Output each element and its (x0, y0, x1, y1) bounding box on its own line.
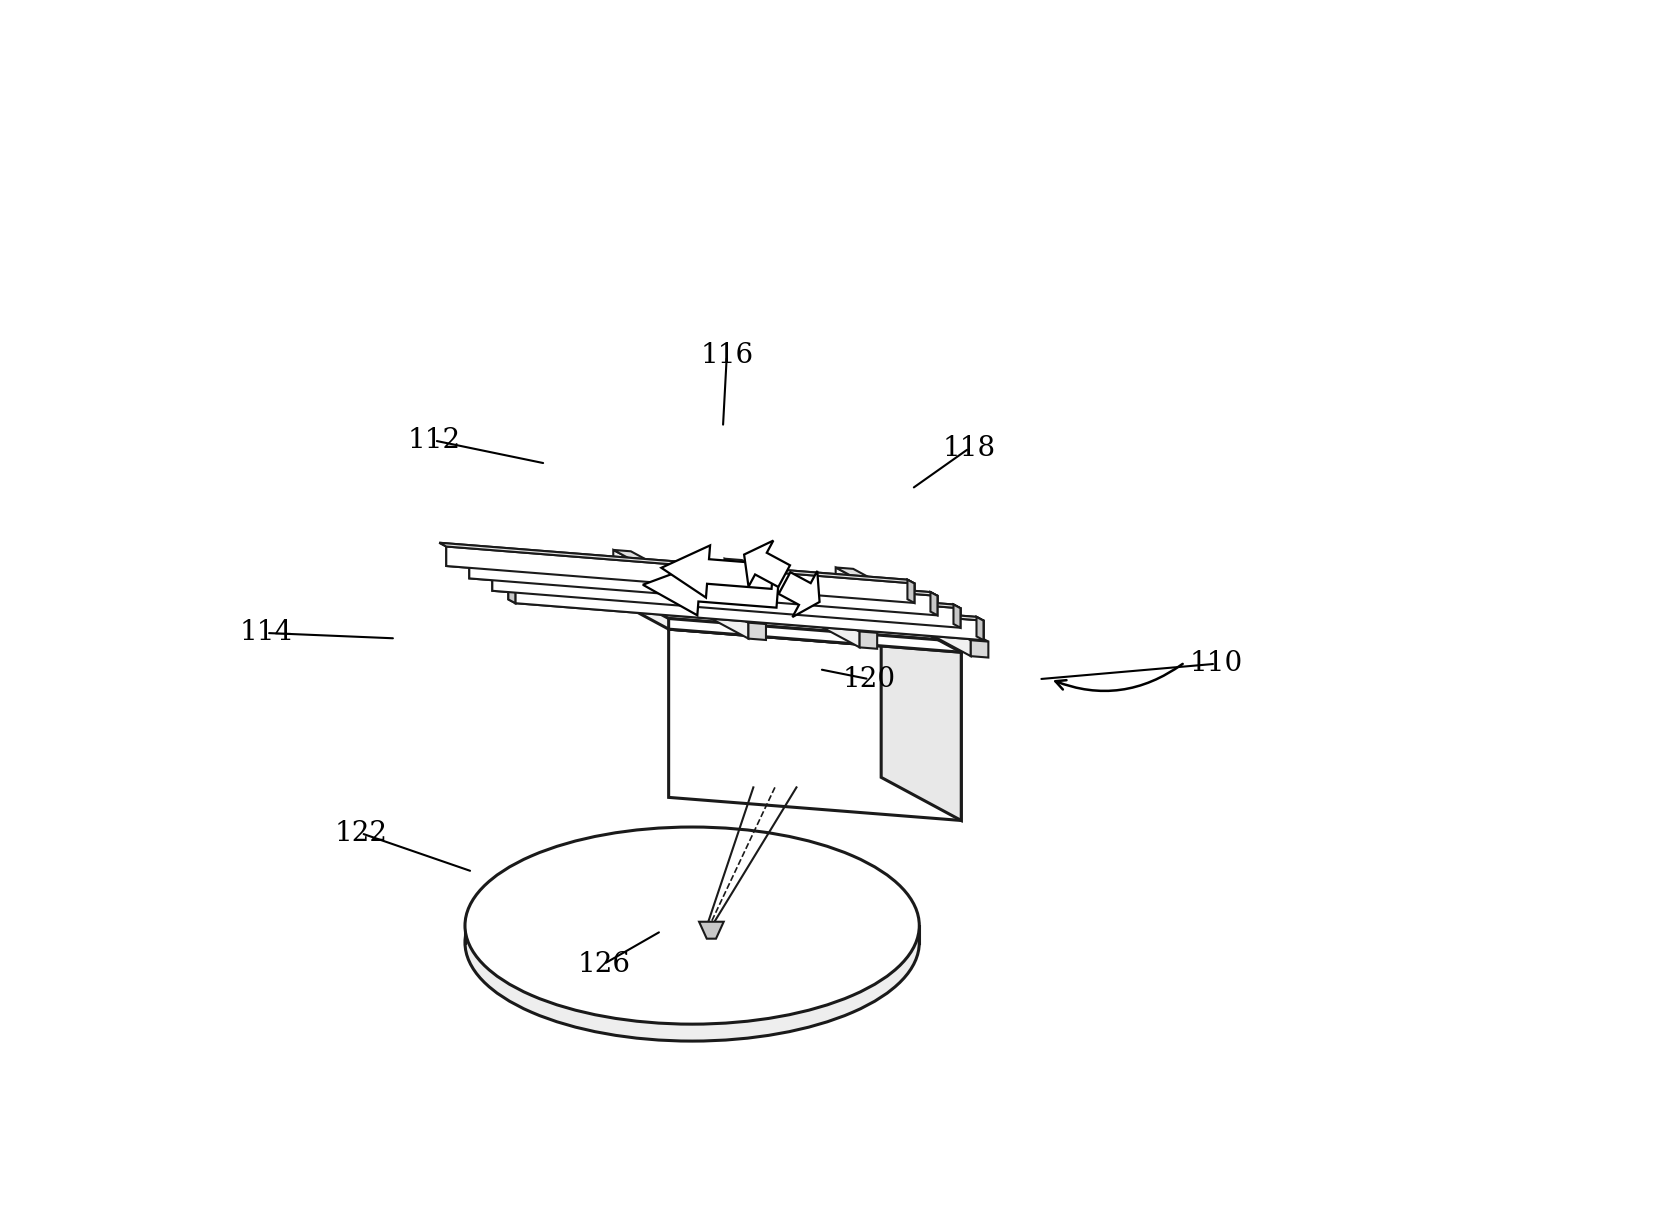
Polygon shape (668, 618, 961, 652)
Polygon shape (508, 580, 984, 620)
Polygon shape (976, 617, 984, 640)
Polygon shape (882, 609, 961, 820)
Polygon shape (882, 598, 961, 652)
Polygon shape (516, 584, 984, 640)
Ellipse shape (465, 843, 920, 1041)
Polygon shape (662, 546, 774, 597)
Polygon shape (748, 623, 766, 640)
Ellipse shape (465, 828, 920, 1024)
Text: 112: 112 (407, 427, 461, 454)
Polygon shape (470, 559, 938, 615)
Polygon shape (953, 604, 961, 628)
Polygon shape (461, 555, 938, 596)
Text: 122: 122 (334, 820, 387, 847)
Polygon shape (971, 640, 989, 657)
Polygon shape (493, 571, 961, 628)
Polygon shape (976, 617, 984, 640)
Polygon shape (908, 580, 915, 603)
Polygon shape (470, 559, 938, 615)
Polygon shape (485, 568, 961, 608)
Text: 116: 116 (700, 342, 753, 369)
Polygon shape (440, 543, 915, 584)
Text: 110: 110 (1189, 650, 1242, 677)
Polygon shape (724, 559, 877, 633)
Polygon shape (447, 547, 915, 603)
Polygon shape (953, 604, 961, 628)
Polygon shape (931, 592, 938, 615)
Polygon shape (724, 559, 860, 647)
Polygon shape (493, 571, 961, 628)
Polygon shape (461, 555, 938, 596)
Polygon shape (508, 580, 516, 603)
Polygon shape (508, 580, 984, 620)
Polygon shape (860, 631, 877, 649)
Polygon shape (931, 592, 938, 615)
Text: 126: 126 (577, 950, 630, 977)
Polygon shape (779, 571, 820, 617)
Polygon shape (744, 541, 791, 587)
Text: 120: 120 (842, 666, 896, 693)
Polygon shape (668, 629, 961, 820)
Polygon shape (614, 550, 766, 624)
Polygon shape (835, 568, 971, 656)
Polygon shape (589, 586, 961, 652)
Polygon shape (485, 568, 961, 608)
Polygon shape (589, 575, 961, 641)
Polygon shape (614, 550, 748, 639)
Polygon shape (835, 568, 989, 641)
Polygon shape (516, 584, 984, 640)
Polygon shape (447, 547, 915, 603)
Polygon shape (908, 580, 915, 603)
Polygon shape (508, 580, 516, 603)
Polygon shape (440, 543, 915, 584)
Text: 118: 118 (943, 435, 996, 462)
Text: 114: 114 (240, 619, 293, 646)
Polygon shape (700, 922, 724, 939)
Polygon shape (643, 563, 779, 615)
